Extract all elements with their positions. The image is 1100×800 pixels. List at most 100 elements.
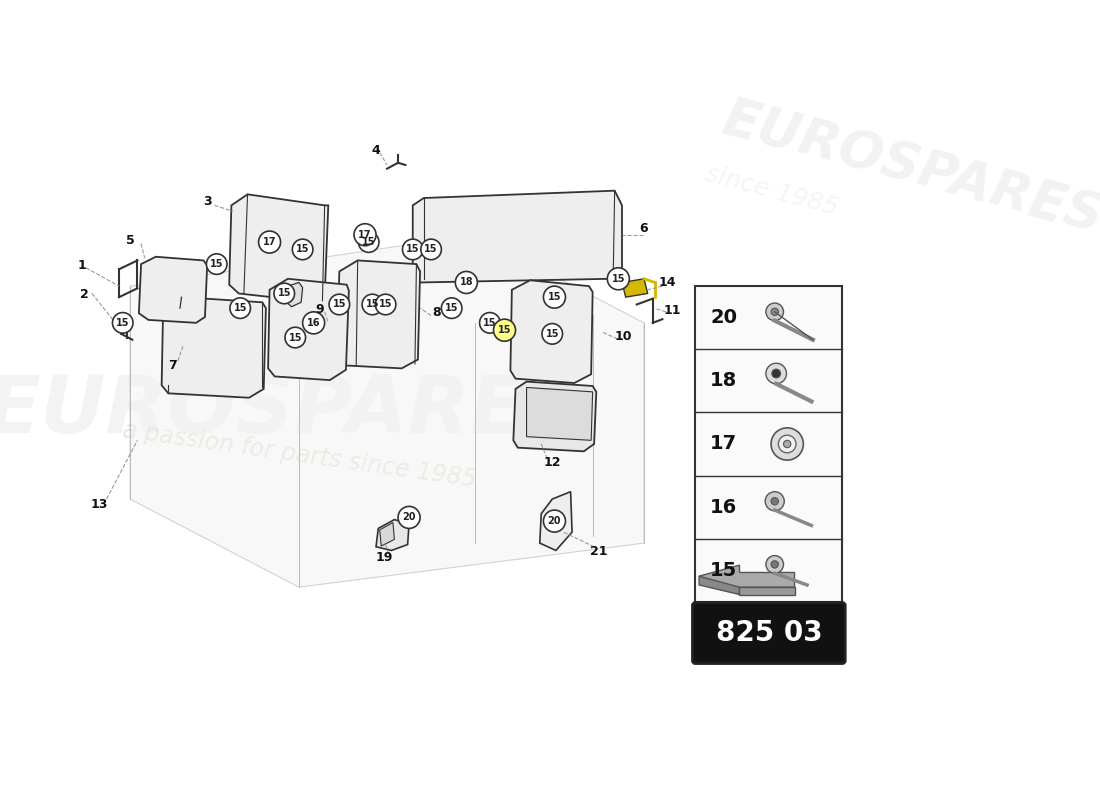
Circle shape [771,498,779,505]
Text: 15: 15 [378,299,393,310]
Polygon shape [527,387,593,440]
Circle shape [766,492,784,511]
Text: 15: 15 [546,329,559,339]
Polygon shape [286,282,302,306]
Circle shape [779,435,796,453]
Text: 6: 6 [640,222,648,235]
Polygon shape [376,520,409,550]
Text: 825 03: 825 03 [715,619,822,647]
Polygon shape [510,280,593,383]
Text: 15: 15 [288,333,302,342]
Text: 15: 15 [498,325,512,335]
Polygon shape [700,576,739,594]
FancyBboxPatch shape [693,602,845,663]
Text: 15: 15 [612,274,625,284]
Text: 3: 3 [202,195,211,208]
Polygon shape [412,190,622,282]
Text: 13: 13 [90,498,108,511]
Text: a passion for parts since 1985: a passion for parts since 1985 [121,418,477,492]
Text: 20: 20 [548,516,561,526]
Text: 1: 1 [78,259,87,272]
Text: 15: 15 [406,245,419,254]
Polygon shape [514,382,596,451]
Text: 15: 15 [444,303,459,313]
Circle shape [771,561,779,568]
Circle shape [766,555,783,574]
Circle shape [230,298,251,318]
Polygon shape [139,257,207,323]
Circle shape [771,308,779,315]
Circle shape [543,286,565,308]
Text: 15: 15 [711,561,737,580]
Polygon shape [621,278,648,297]
Text: 18: 18 [711,371,737,390]
Text: 14: 14 [659,276,676,289]
Text: 15: 15 [425,245,438,254]
Circle shape [398,506,420,529]
Text: 21: 21 [590,546,607,558]
Polygon shape [739,587,794,594]
Text: 15: 15 [233,303,248,313]
Circle shape [542,323,562,344]
Text: 8: 8 [432,306,441,319]
Polygon shape [162,297,266,398]
Text: 16: 16 [307,318,320,328]
Circle shape [274,283,295,304]
Circle shape [543,510,565,532]
Circle shape [421,239,441,260]
Text: 17: 17 [263,237,276,247]
Text: 10: 10 [615,330,632,342]
Circle shape [362,294,383,314]
Polygon shape [540,492,572,550]
Circle shape [772,369,781,378]
Text: 15: 15 [548,292,561,302]
Polygon shape [130,234,643,587]
Text: since 1985: since 1985 [703,162,840,220]
Circle shape [359,232,380,252]
Circle shape [207,254,227,274]
Circle shape [403,239,424,260]
Circle shape [285,327,306,348]
Text: 18: 18 [460,278,473,287]
Text: 15: 15 [116,318,130,328]
Text: 15: 15 [362,237,375,247]
Text: 20: 20 [711,308,737,327]
Text: 20: 20 [403,513,416,522]
Circle shape [293,239,312,260]
Circle shape [112,313,133,333]
Circle shape [766,363,786,384]
Text: 17: 17 [711,434,737,454]
Text: 7: 7 [168,359,177,372]
Polygon shape [379,522,395,546]
Text: 9: 9 [316,303,323,316]
Bar [695,286,843,602]
Text: 15: 15 [332,299,346,310]
Text: 15: 15 [210,259,223,269]
Text: EUROSPARES: EUROSPARES [717,93,1100,245]
Text: EUROSPARES: EUROSPARES [0,372,583,450]
Text: 17: 17 [359,230,372,240]
Text: 19: 19 [375,551,393,564]
Text: 16: 16 [711,498,737,517]
Text: 5: 5 [125,234,134,247]
Circle shape [771,428,803,460]
Circle shape [607,268,629,290]
Circle shape [329,294,350,314]
Text: 15: 15 [296,245,309,254]
Text: 15: 15 [277,289,292,298]
Circle shape [354,224,376,246]
Circle shape [375,294,396,314]
Circle shape [441,298,462,318]
Text: 2: 2 [80,289,89,302]
Circle shape [783,440,791,448]
Circle shape [258,231,280,253]
Circle shape [480,313,501,333]
Polygon shape [337,261,420,368]
Text: 15: 15 [365,299,380,310]
Circle shape [302,312,324,334]
Polygon shape [268,278,349,380]
Circle shape [494,319,516,341]
Circle shape [455,271,477,294]
Text: 11: 11 [663,304,681,317]
Polygon shape [700,565,794,594]
